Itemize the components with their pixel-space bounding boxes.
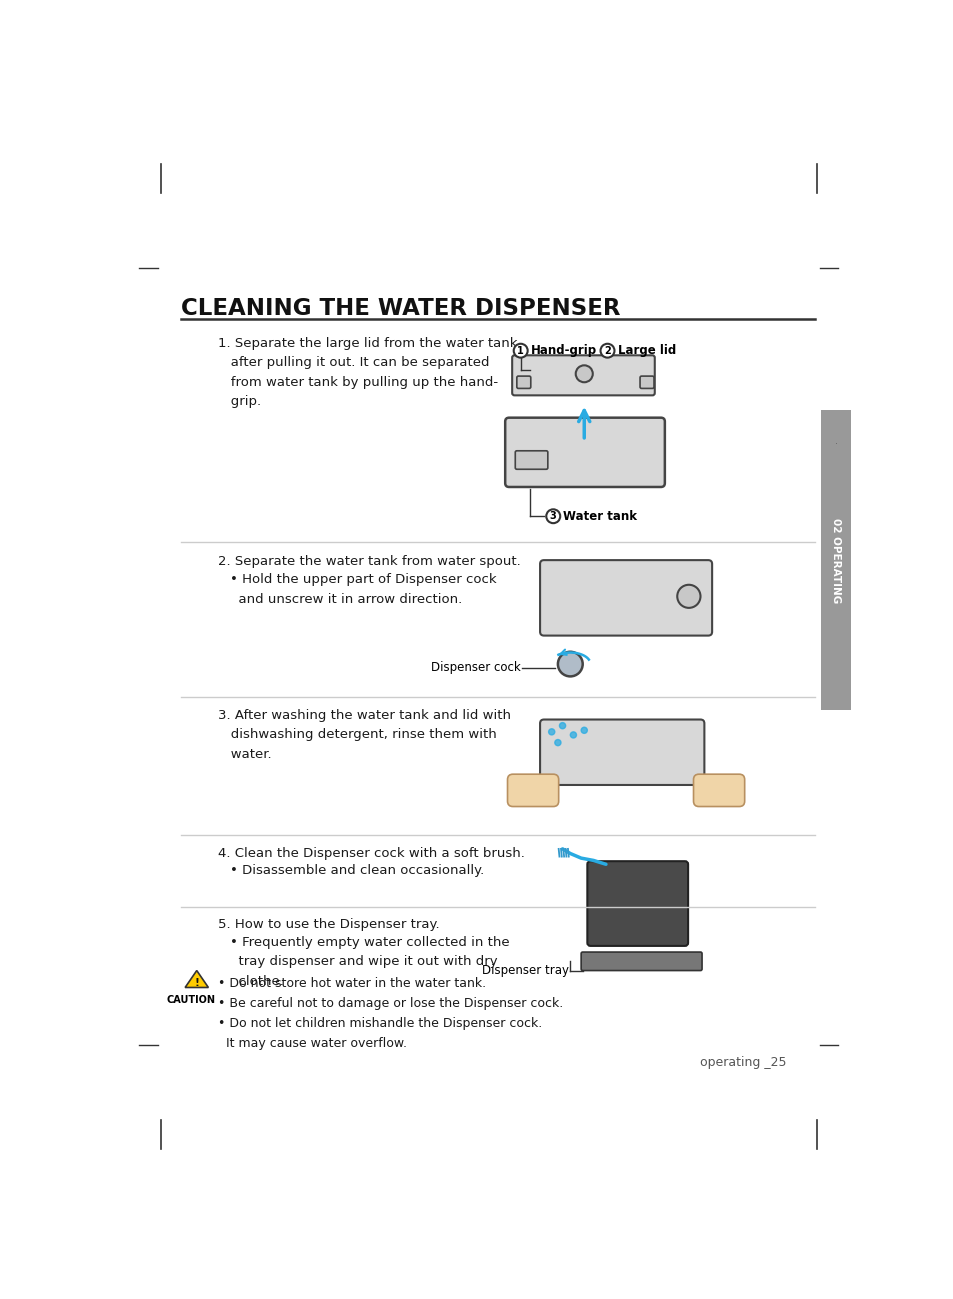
- Circle shape: [558, 652, 582, 677]
- Circle shape: [555, 739, 560, 746]
- Circle shape: [548, 729, 555, 735]
- FancyBboxPatch shape: [507, 774, 558, 807]
- FancyBboxPatch shape: [539, 720, 703, 785]
- FancyBboxPatch shape: [539, 560, 711, 635]
- Text: operating _25: operating _25: [700, 1056, 786, 1069]
- FancyBboxPatch shape: [587, 861, 687, 946]
- FancyBboxPatch shape: [580, 952, 701, 970]
- Text: Dispenser cock: Dispenser cock: [431, 661, 520, 674]
- Text: • Disassemble and clean occasionally.: • Disassemble and clean occasionally.: [230, 864, 484, 877]
- FancyBboxPatch shape: [512, 356, 654, 395]
- Text: 1. Separate the large lid from the water tank
   after pulling it out. It can be: 1. Separate the large lid from the water…: [218, 336, 517, 408]
- Circle shape: [570, 731, 576, 738]
- FancyBboxPatch shape: [639, 377, 654, 388]
- Circle shape: [613, 864, 647, 898]
- Text: Water tank: Water tank: [562, 509, 637, 522]
- FancyBboxPatch shape: [517, 377, 530, 388]
- Text: !: !: [194, 978, 199, 987]
- Text: CLEANING THE WATER DISPENSER: CLEANING THE WATER DISPENSER: [181, 296, 620, 320]
- Text: Dispenser tray: Dispenser tray: [481, 964, 568, 977]
- Text: 4. Clean the Dispenser cock with a soft brush.: 4. Clean the Dispenser cock with a soft …: [218, 847, 525, 860]
- Circle shape: [599, 344, 614, 357]
- Text: • Frequently empty water collected in the
  tray dispenser and wipe it out with : • Frequently empty water collected in th…: [230, 935, 509, 989]
- FancyBboxPatch shape: [693, 774, 744, 807]
- Text: 3. After washing the water tank and lid with
   dishwashing detergent, rinse the: 3. After washing the water tank and lid …: [218, 709, 511, 761]
- Text: Large lid: Large lid: [617, 344, 675, 357]
- Text: 3: 3: [549, 512, 556, 521]
- FancyBboxPatch shape: [515, 451, 547, 469]
- Text: Hand-grip: Hand-grip: [530, 344, 597, 357]
- Circle shape: [513, 344, 527, 357]
- Text: 5. How to use the Dispenser tray.: 5. How to use the Dispenser tray.: [218, 918, 439, 931]
- FancyBboxPatch shape: [505, 418, 664, 487]
- Text: • Hold the upper part of Dispenser cock
  and unscrew it in arrow direction.: • Hold the upper part of Dispenser cock …: [230, 573, 497, 605]
- Polygon shape: [185, 970, 208, 987]
- Text: 02 OPERATING: 02 OPERATING: [830, 517, 841, 603]
- Circle shape: [546, 509, 559, 523]
- Circle shape: [575, 365, 592, 382]
- Text: CAUTION: CAUTION: [166, 995, 214, 1005]
- Text: 1: 1: [517, 346, 523, 356]
- Text: 2. Separate the water tank from water spout.: 2. Separate the water tank from water sp…: [218, 555, 520, 568]
- Text: 2: 2: [603, 346, 610, 356]
- FancyBboxPatch shape: [821, 410, 850, 711]
- Circle shape: [580, 727, 587, 734]
- Circle shape: [558, 722, 565, 729]
- Circle shape: [677, 585, 700, 608]
- Text: • Do not store hot water in the water tank.
• Be careful not to damage or lose t: • Do not store hot water in the water ta…: [218, 977, 563, 1051]
